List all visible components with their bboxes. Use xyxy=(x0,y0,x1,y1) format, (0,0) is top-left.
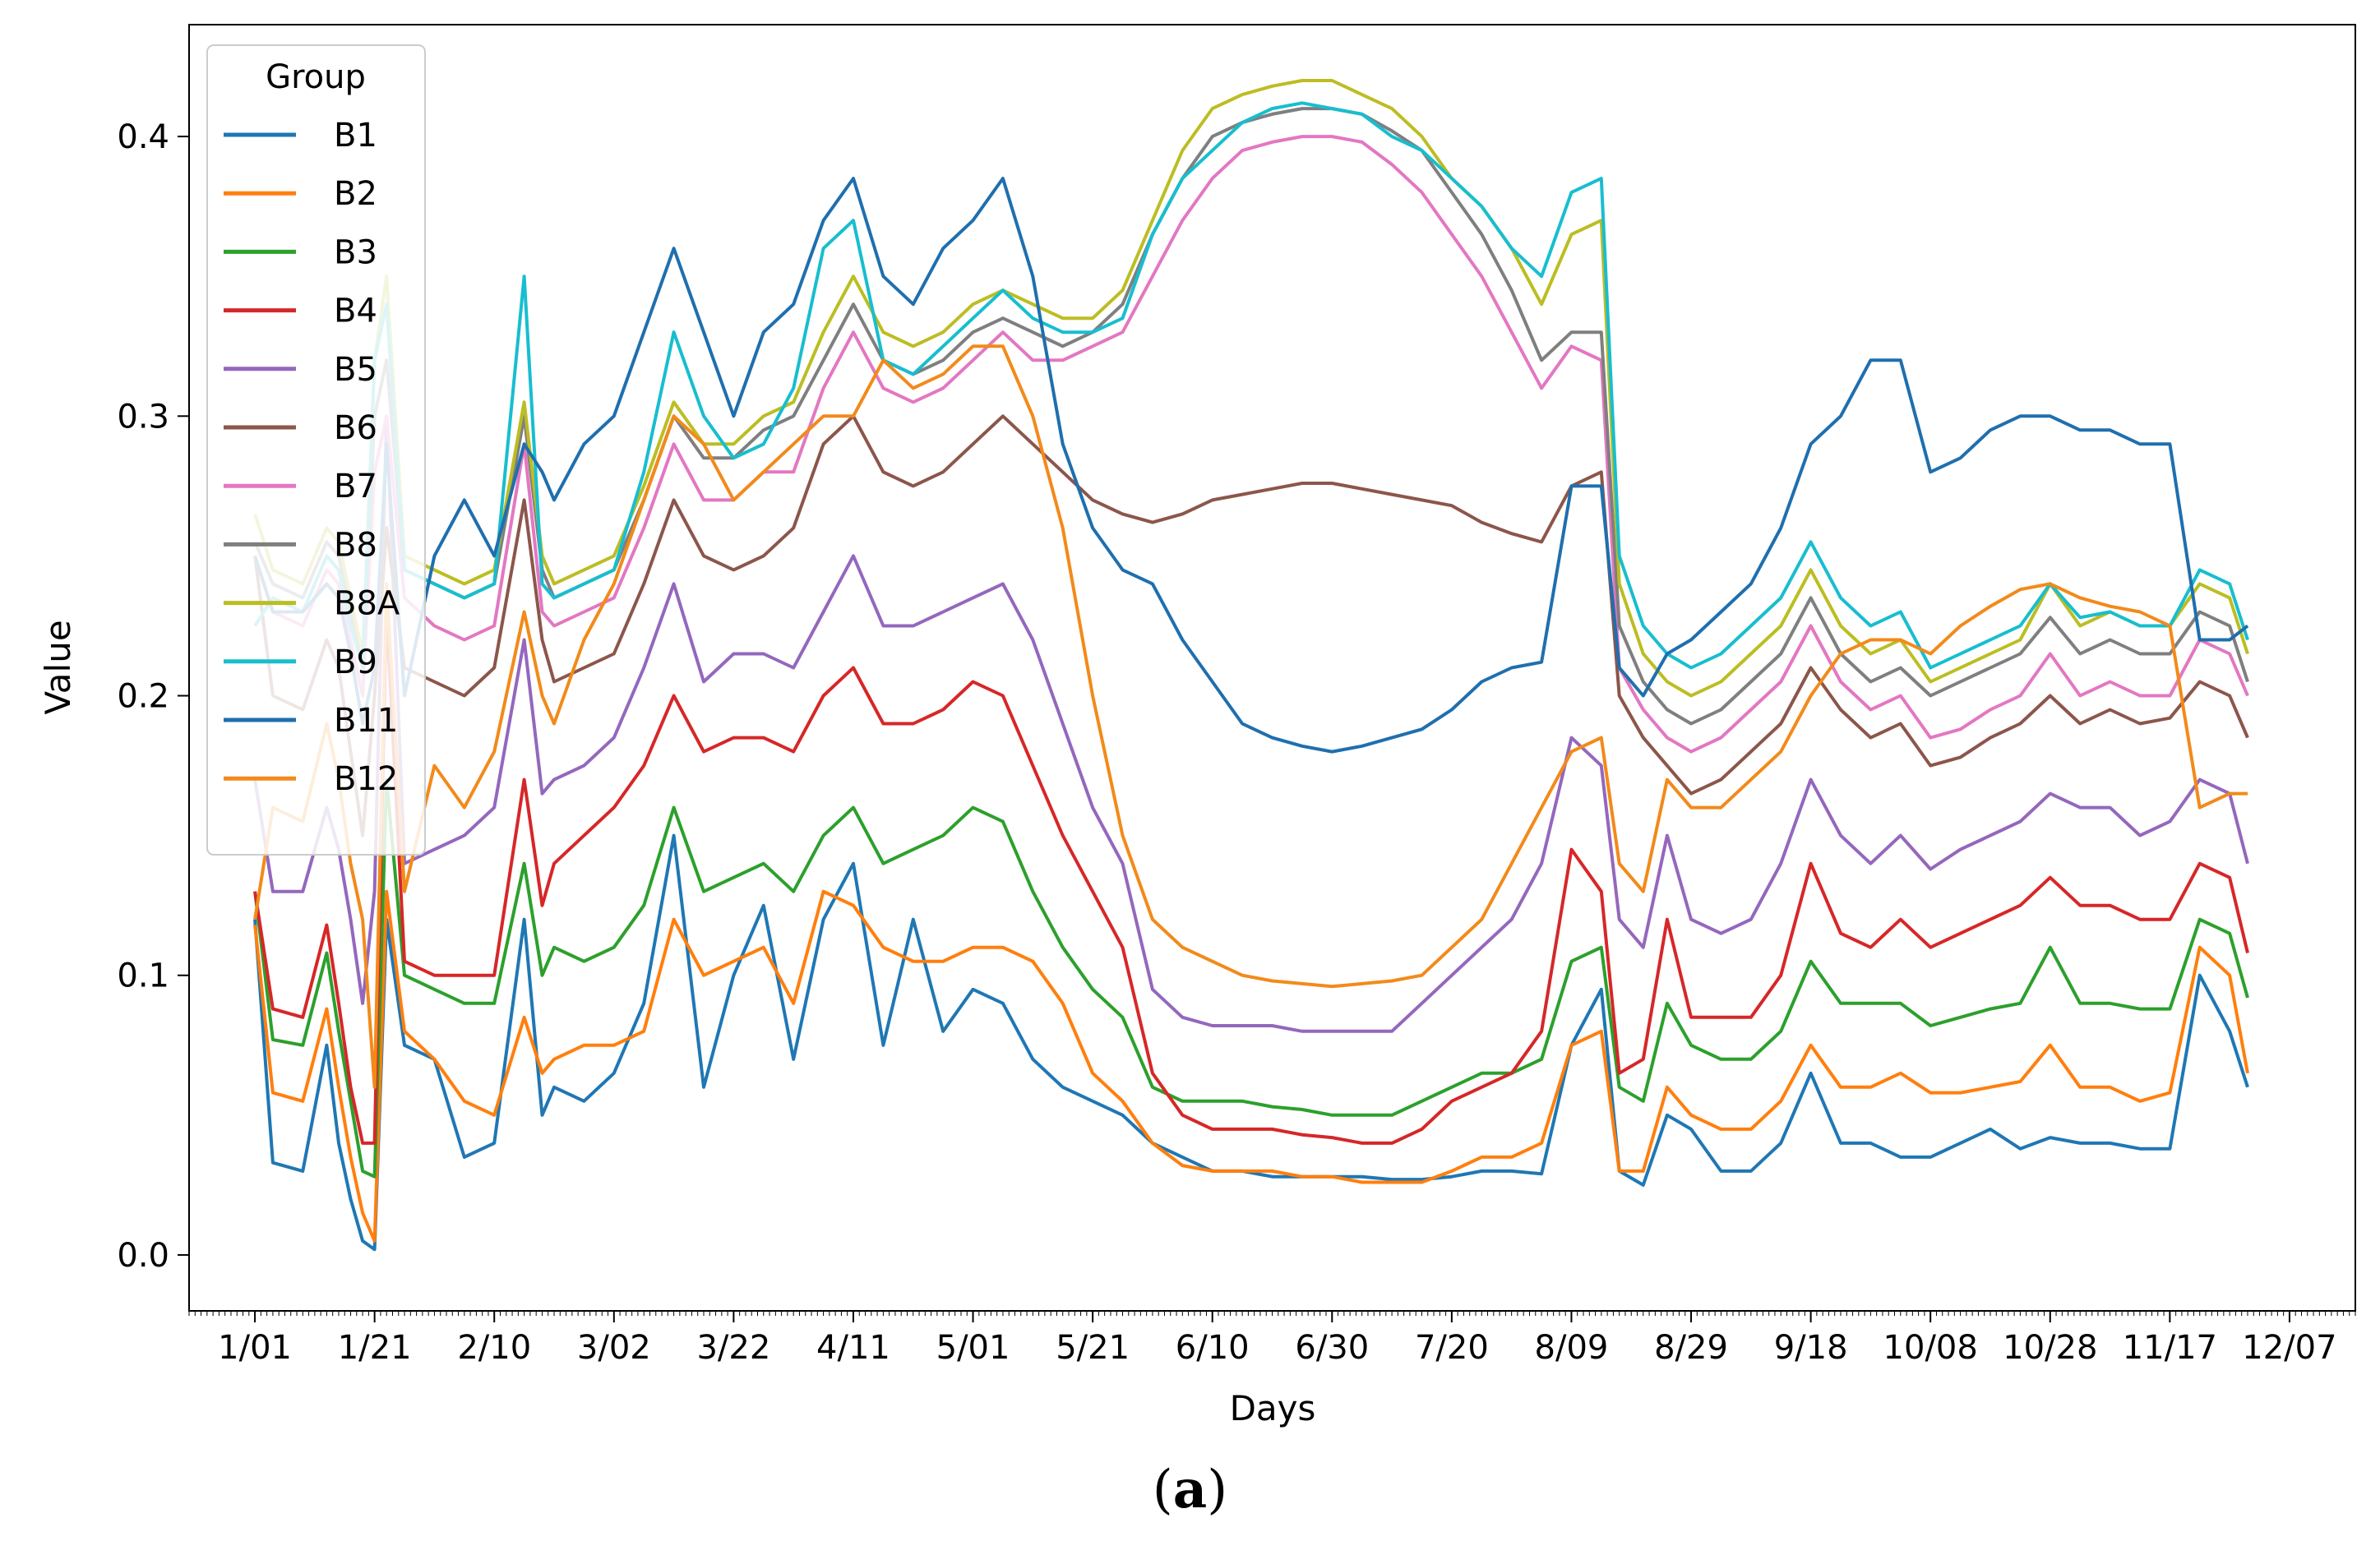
y-axis: 0.0 0.1 0.2 0.3 0.4 xyxy=(117,118,189,1275)
legend-label-b12: B12 xyxy=(334,760,398,798)
x-tick-label: 10/28 xyxy=(2003,1329,2097,1367)
x-tick-label: 3/02 xyxy=(577,1329,651,1367)
x-tick-label: 9/18 xyxy=(1774,1329,1848,1367)
x-tick-label: 8/09 xyxy=(1535,1329,1609,1367)
x-tick-label: 1/01 xyxy=(218,1329,292,1367)
y-axis-title: Value xyxy=(38,620,78,714)
legend-items: B1 B2 B3 B4 B5 B6 B7 B8 B8A B9 B11 B12 xyxy=(224,117,400,798)
x-tick-label: 1/21 xyxy=(338,1329,412,1367)
legend-label-b5: B5 xyxy=(334,351,377,389)
x-tick-label: 5/21 xyxy=(1056,1329,1130,1367)
series-line-b6 xyxy=(253,414,2249,837)
caption-close: ) xyxy=(1207,1460,1228,1520)
x-tick-label: 10/08 xyxy=(1883,1329,1978,1367)
x-tick-label: 6/30 xyxy=(1295,1329,1369,1367)
series-line-b5 xyxy=(253,414,2249,1033)
x-tick-label: 12/07 xyxy=(2242,1329,2336,1367)
caption-open: ( xyxy=(1152,1460,1173,1520)
legend-label-b2: B2 xyxy=(334,175,377,213)
caption-letter: a xyxy=(1172,1459,1208,1520)
series-line-b2 xyxy=(253,889,2249,1243)
legend-label-b3: B3 xyxy=(334,233,377,271)
legend-label-b11: B11 xyxy=(334,702,398,740)
x-tick-label: 4/11 xyxy=(816,1329,890,1367)
series-line-b1 xyxy=(253,833,2249,1252)
legend-frame xyxy=(206,44,426,856)
legend-label-b1: B1 xyxy=(334,117,377,155)
x-axis-title: Days xyxy=(1230,1388,1316,1428)
x-minor-ticks xyxy=(188,1311,2356,1316)
x-tick-label: 8/29 xyxy=(1654,1329,1728,1367)
legend-label-b8: B8 xyxy=(334,526,377,564)
legend-label-b9: B9 xyxy=(334,644,377,681)
series-line-b3 xyxy=(253,777,2249,1179)
y-tick-label: 0.0 xyxy=(117,1237,169,1275)
x-tick-label: 2/10 xyxy=(457,1329,531,1367)
legend-title: Group xyxy=(266,58,366,96)
x-tick-label: 3/22 xyxy=(696,1329,770,1367)
legend: Group B1 B2 B3 B4 B5 B6 B7 B8 B8A B9 B11 B12 xyxy=(206,44,426,856)
y-tick-label: 0.4 xyxy=(117,118,169,156)
series-layer xyxy=(253,79,2249,1252)
series-line-b8 xyxy=(253,107,2249,726)
series-line-b12 xyxy=(253,344,2248,1089)
series-line-b7 xyxy=(253,135,2249,754)
y-tick-label: 0.2 xyxy=(117,678,169,716)
series-line-b11 xyxy=(253,177,2249,754)
figure-caption: (a) xyxy=(0,1459,2380,1520)
legend-label-b7: B7 xyxy=(334,468,377,505)
x-tick-label: 7/20 xyxy=(1415,1329,1489,1367)
x-tick-label: 6/10 xyxy=(1176,1329,1250,1367)
series-line-b4 xyxy=(253,610,2249,1145)
legend-label-b6: B6 xyxy=(334,409,377,447)
x-tick-label: 11/17 xyxy=(2123,1329,2217,1367)
x-tick-label: 5/01 xyxy=(936,1329,1010,1367)
y-tick-label: 0.3 xyxy=(117,398,169,436)
plot-frame xyxy=(188,24,2356,1312)
x-axis: 1/01 1/21 2/10 3/02 3/22 4/11 5/01 5/21 6/10 6/30… xyxy=(218,1311,2337,1367)
legend-label-b8a: B8A xyxy=(334,585,400,623)
legend-label-b4: B4 xyxy=(334,293,377,330)
y-tick-label: 0.1 xyxy=(117,957,169,995)
series-line-b8a xyxy=(253,79,2249,698)
